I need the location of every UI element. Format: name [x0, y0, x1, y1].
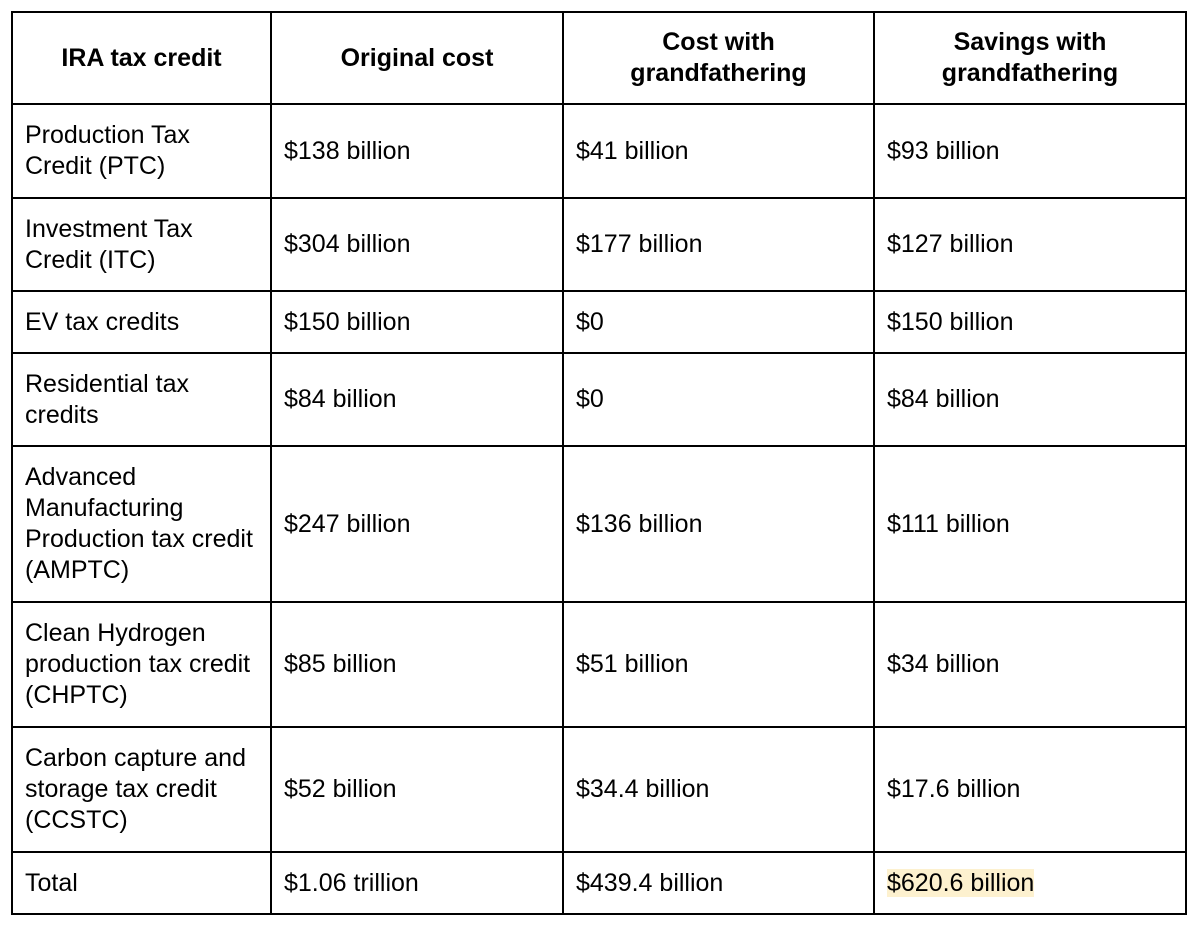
total-row: Total $1.06 trillion $439.4 billion $620… [11, 851, 1187, 915]
savings-cell: $93 billion [873, 103, 1187, 199]
header-ira-tax-credit: IRA tax credit [11, 11, 272, 105]
cost-with-grandfathering-cell: $177 billion [562, 197, 875, 292]
header-row: IRA tax credit Original cost Cost with g… [11, 11, 1187, 105]
cost-with-grandfathering-cell: $136 billion [562, 445, 875, 603]
savings-cell: $17.6 billion [873, 726, 1187, 853]
cost-with-grandfathering-cell: $0 [562, 290, 875, 354]
table-row: Production Tax Credit (PTC) $138 billion… [11, 103, 1187, 199]
credit-name-cell: Clean Hydrogen production tax credit (CH… [11, 601, 272, 728]
table-row: Carbon capture and storage tax credit (C… [11, 726, 1187, 853]
total-label-cell: Total [11, 851, 272, 915]
table-row: Residential tax credits $84 billion $0 $… [11, 352, 1187, 447]
credit-name-cell: Advanced Manufacturing Production tax cr… [11, 445, 272, 603]
table-row: Clean Hydrogen production tax credit (CH… [11, 601, 1187, 728]
original-cost-cell: $304 billion [270, 197, 564, 292]
total-savings-cell: $620.6 billion [873, 851, 1187, 915]
savings-cell: $34 billion [873, 601, 1187, 728]
savings-cell: $127 billion [873, 197, 1187, 292]
cost-with-grandfathering-cell: $34.4 billion [562, 726, 875, 853]
header-cost-with-grandfathering: Cost with grandfathering [562, 11, 875, 105]
total-original-cost-cell: $1.06 trillion [270, 851, 564, 915]
original-cost-cell: $247 billion [270, 445, 564, 603]
total-cost-with-grandfathering-cell: $439.4 billion [562, 851, 875, 915]
credit-name-cell: Investment Tax Credit (ITC) [11, 197, 272, 292]
highlighted-total-savings: $620.6 billion [887, 868, 1035, 897]
header-original-cost: Original cost [270, 11, 564, 105]
original-cost-cell: $150 billion [270, 290, 564, 354]
savings-cell: $150 billion [873, 290, 1187, 354]
cost-with-grandfathering-cell: $41 billion [562, 103, 875, 199]
table-row: EV tax credits $150 billion $0 $150 bill… [11, 290, 1187, 354]
savings-cell: $84 billion [873, 352, 1187, 447]
ira-tax-credit-table: IRA tax credit Original cost Cost with g… [11, 11, 1187, 915]
cost-with-grandfathering-cell: $0 [562, 352, 875, 447]
header-savings-with-grandfathering: Savings with grandfathering [873, 11, 1187, 105]
savings-cell: $111 billion [873, 445, 1187, 603]
original-cost-cell: $85 billion [270, 601, 564, 728]
table-row: Investment Tax Credit (ITC) $304 billion… [11, 197, 1187, 292]
original-cost-cell: $52 billion [270, 726, 564, 853]
table-row: Advanced Manufacturing Production tax cr… [11, 445, 1187, 603]
original-cost-cell: $84 billion [270, 352, 564, 447]
cost-with-grandfathering-cell: $51 billion [562, 601, 875, 728]
credit-name-cell: Residential tax credits [11, 352, 272, 447]
credit-name-cell: Production Tax Credit (PTC) [11, 103, 272, 199]
credit-name-cell: EV tax credits [11, 290, 272, 354]
original-cost-cell: $138 billion [270, 103, 564, 199]
credit-name-cell: Carbon capture and storage tax credit (C… [11, 726, 272, 853]
